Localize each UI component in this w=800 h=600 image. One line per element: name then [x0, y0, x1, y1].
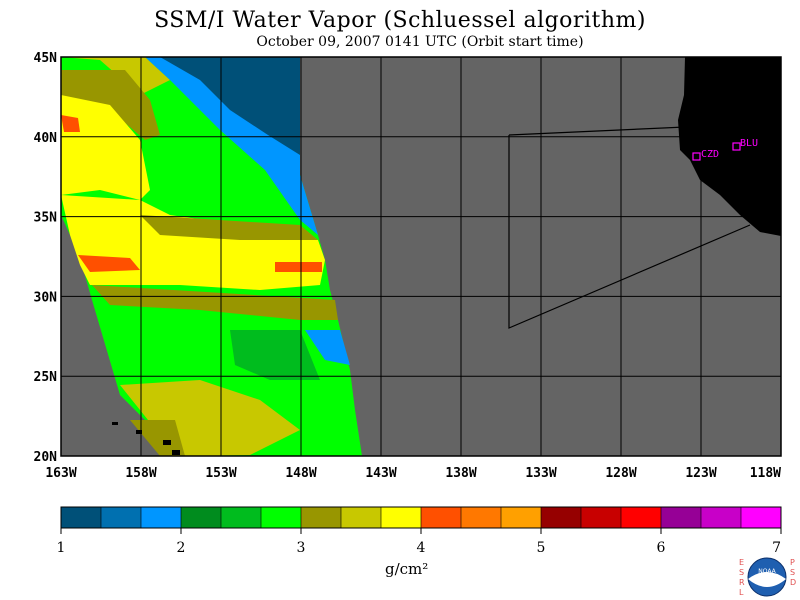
colorbar-swatch: [741, 507, 782, 528]
colorbar-tick-label: 2: [177, 540, 186, 556]
latitude-labels: 45N 40N 35N 30N 25N 20N: [34, 51, 58, 465]
lat-tick-label: 45N: [34, 51, 58, 66]
station-blu-label: BLU: [740, 138, 758, 149]
band-darkblue: [160, 57, 300, 155]
band-olive-mid: [140, 215, 318, 240]
colorbar: [60, 506, 782, 529]
lon-tick-label: 158W: [125, 466, 156, 481]
colorbar-swatch: [581, 507, 622, 528]
lat-tick-label: 25N: [34, 370, 58, 385]
colorbar-swatch: [141, 507, 182, 528]
band-olive-north: [61, 57, 170, 95]
chart-title: SSM/I Water Vapor (Schluessel algorithm): [154, 8, 646, 33]
colorbar-swatch: [261, 507, 302, 528]
colorbar-swatch: [101, 507, 142, 528]
band-orange-3: [61, 115, 80, 132]
map-frame: [60, 56, 782, 457]
grid-lines: [61, 57, 781, 456]
colorbar-tick-label: 5: [537, 540, 546, 556]
lon-tick-label: 133W: [525, 466, 556, 481]
lon-tick-label: 148W: [285, 466, 316, 481]
lat-tick-label: 20N: [34, 450, 58, 465]
colorbar-swatch: [701, 507, 742, 528]
flight-track-2: [508, 126, 686, 136]
colorbar-swatch: [541, 507, 582, 528]
colorbar-tick-label: 4: [417, 540, 426, 556]
colorbar-swatch: [421, 507, 462, 528]
lon-tick-label: 163W: [45, 466, 76, 481]
colorbar-swatch: [621, 507, 662, 528]
logo-psd-s: S: [790, 568, 795, 577]
island-2: [136, 430, 142, 434]
logo-noaa-text: NOAA: [758, 568, 776, 575]
logo-psd-p: P: [790, 558, 795, 567]
colorbar-tick-label: 1: [57, 540, 66, 556]
band-green-dark: [230, 330, 320, 380]
band-yellow-north: [61, 95, 150, 200]
longitude-labels: 163W 158W 153W 148W 143W 138W 133W 128W 123W 118W: [45, 466, 781, 481]
colorbar-swatch: [61, 507, 102, 528]
band-olive: [61, 70, 160, 140]
noaa-gull-icon: [748, 572, 786, 587]
island-3: [163, 440, 171, 445]
island-4: [172, 450, 180, 455]
logo-esrl-s: S: [739, 568, 744, 577]
lat-tick-label: 40N: [34, 131, 58, 146]
colorbar-swatch: [301, 507, 342, 528]
colorbar-ticks: 1 2 3 4 5 6 7: [57, 528, 782, 556]
logo-esrl-l: L: [739, 588, 744, 597]
lon-tick-label: 138W: [445, 466, 476, 481]
lon-tick-label: 128W: [605, 466, 636, 481]
band-orange-2: [275, 262, 322, 272]
colorbar-swatch: [341, 507, 382, 528]
swath-data: [61, 57, 362, 456]
colorbar-swatch: [221, 507, 262, 528]
land-california: [678, 57, 781, 236]
station-blu-marker: [732, 142, 741, 151]
lon-tick-label: 118W: [750, 466, 781, 481]
lon-tick-label: 153W: [205, 466, 236, 481]
lon-tick-label: 123W: [685, 466, 716, 481]
logo-esrl-e: E: [739, 558, 744, 567]
band-olive-south: [92, 285, 338, 320]
colorbar-unit: g/cm²: [385, 560, 429, 578]
colorbar-swatch: [501, 507, 542, 528]
map-area: CZD BLU: [60, 56, 782, 457]
noaa-esrl-psd-logo: E S R L NOAA P S D: [739, 557, 796, 597]
band-blue-south: [305, 330, 350, 365]
band-orange-1: [78, 255, 140, 272]
logo-psd-d: D: [790, 578, 796, 587]
colorbar-swatch: [381, 507, 422, 528]
island-1: [112, 422, 118, 425]
lon-tick-label: 143W: [365, 466, 396, 481]
colorbar-swatch: [461, 507, 502, 528]
band-olive-sw: [130, 420, 185, 456]
station-czd-label: CZD: [701, 149, 719, 160]
colorbar-tick-label: 3: [297, 540, 306, 556]
logo-esrl-r: R: [739, 578, 745, 587]
chart-subtitle: October 09, 2007 0141 UTC (Orbit start t…: [256, 34, 584, 50]
colorbar-tick-label: 6: [657, 540, 666, 556]
lat-tick-label: 30N: [34, 290, 58, 305]
colorbar-tick-label: 7: [772, 540, 781, 556]
flight-track-1: [508, 135, 751, 329]
lat-tick-label: 35N: [34, 211, 58, 226]
colorbar-swatch: [181, 507, 222, 528]
station-czd-marker: [692, 152, 701, 161]
colorbar-swatch: [661, 507, 702, 528]
